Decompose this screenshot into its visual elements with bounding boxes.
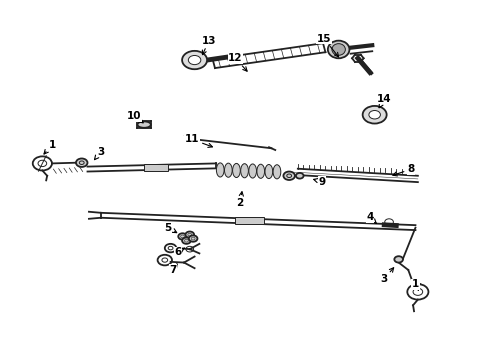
Ellipse shape [224,163,232,177]
Text: 8: 8 [393,165,414,176]
Text: 3: 3 [95,147,104,160]
Ellipse shape [273,165,281,179]
Ellipse shape [265,165,273,179]
Text: 2: 2 [237,192,244,208]
Text: 13: 13 [202,36,216,55]
Text: 5: 5 [165,222,177,233]
Text: 12: 12 [228,53,247,71]
Circle shape [189,235,197,242]
Circle shape [182,238,191,244]
Ellipse shape [137,121,151,128]
Text: 1: 1 [44,140,55,154]
Circle shape [182,51,207,69]
Ellipse shape [233,163,240,177]
Circle shape [76,158,88,167]
Circle shape [363,106,387,123]
Text: 14: 14 [377,94,392,108]
Ellipse shape [241,164,248,178]
Text: 11: 11 [185,134,213,147]
Ellipse shape [249,164,256,178]
Circle shape [178,233,187,240]
Circle shape [185,231,194,238]
Text: 15: 15 [317,34,339,57]
Bar [144,164,168,171]
Circle shape [296,173,304,179]
Bar [235,217,264,224]
Text: 9: 9 [314,177,325,187]
Ellipse shape [332,44,345,55]
Circle shape [283,171,295,180]
Circle shape [394,256,403,262]
Ellipse shape [217,163,224,177]
Text: 10: 10 [127,112,143,123]
Text: 4: 4 [366,212,376,224]
Ellipse shape [257,164,265,178]
Text: 1: 1 [412,279,419,290]
Text: 6: 6 [174,247,184,257]
Text: 7: 7 [169,264,177,275]
Ellipse shape [328,41,349,58]
Circle shape [188,55,201,65]
Text: 3: 3 [381,268,393,284]
Circle shape [369,111,380,119]
